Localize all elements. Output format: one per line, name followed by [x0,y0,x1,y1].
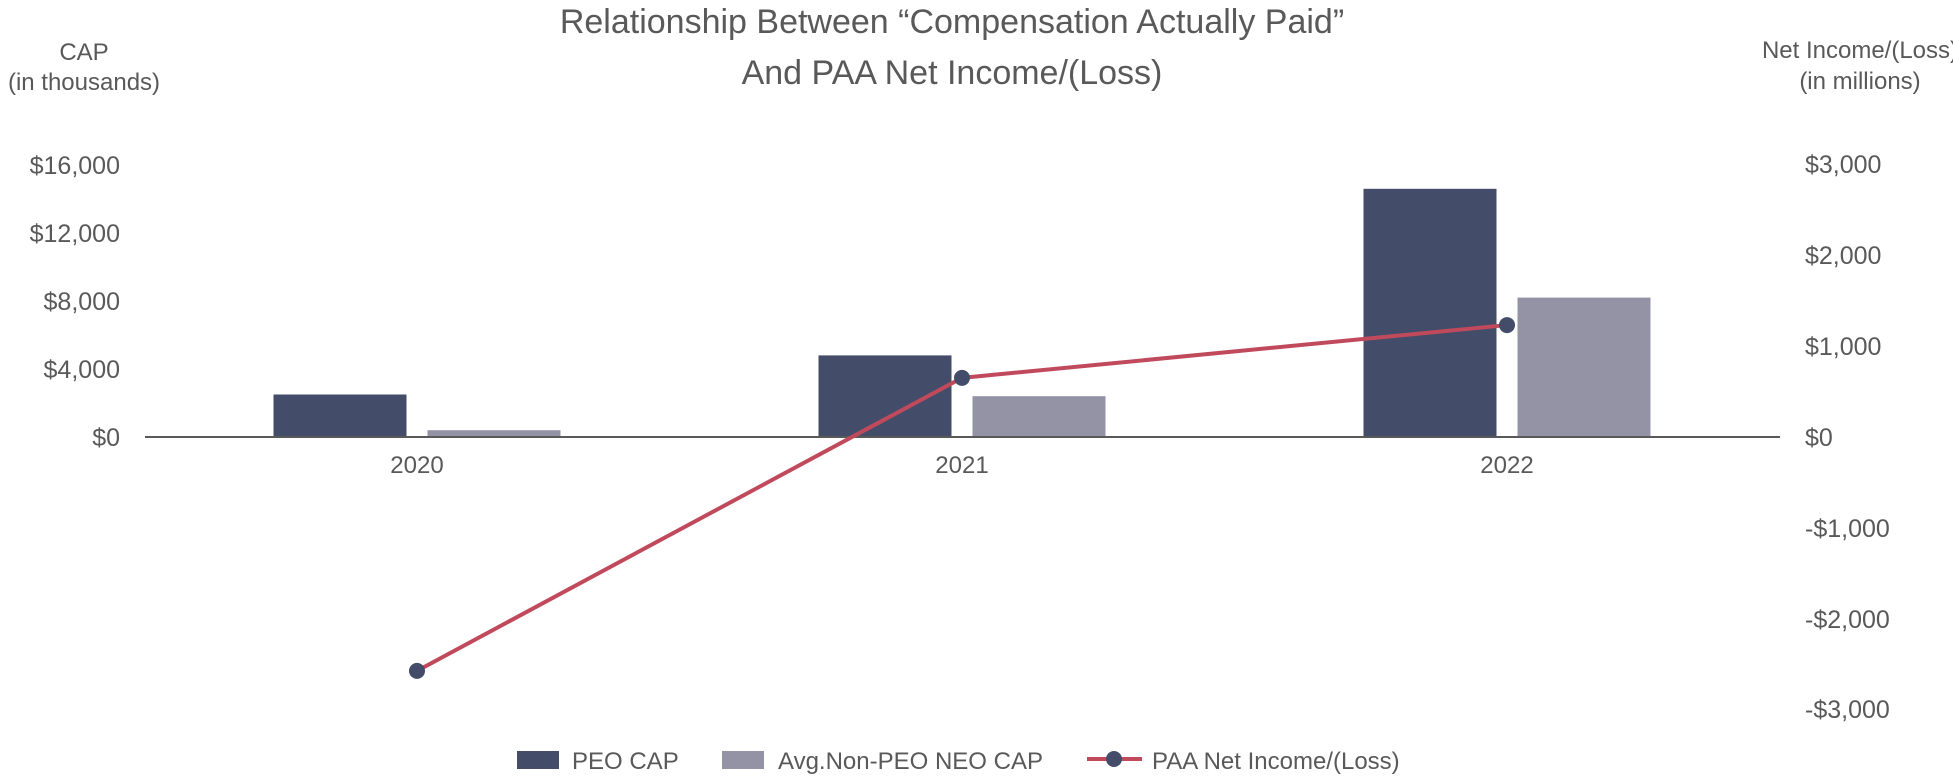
net-income-point-2020 [409,662,425,679]
y-right-tick: $3,000 [1805,151,1881,179]
y-left-tick: $4,000 [44,356,120,384]
y-left-tick: $16,000 [30,152,120,180]
y-left-axis-title-line2: (in thousands) [8,69,160,96]
y-right-tick: $2,000 [1805,242,1881,270]
bar-series [273,188,1651,437]
y-left-ticks: $16,000 $12,000 $8,000 $4,000 $0 [30,152,120,452]
peo-cap-bar-2022 [1363,188,1497,437]
x-axis-label-2021: 2021 [935,452,988,479]
y-right-axis-title-line2: (in millions) [1799,68,1920,95]
legend-label-peo-cap: PEO CAP [572,748,679,775]
legend-swatch-peo-cap [517,751,559,769]
y-left-axis-title-line1: CAP [59,39,108,66]
y-left-tick: $0 [92,424,120,452]
legend: PEO CAP Avg.Non-PEO NEO CAP PAA Net Inco… [517,748,1400,775]
y-right-axis-title-line1: Net Income/(Loss) [1762,37,1953,64]
y-right-tick: -$2,000 [1805,606,1890,634]
y-right-ticks: $3,000 $2,000 $1,000 $0 -$1,000 -$2,000 … [1805,151,1890,724]
legend-swatch-avg-non-peo-neo-cap [722,751,764,769]
y-right-tick: -$1,000 [1805,515,1890,543]
y-right-tick: $1,000 [1805,333,1881,361]
legend-label-net-income: PAA Net Income/(Loss) [1152,748,1400,775]
y-left-tick: $8,000 [44,288,120,316]
avg-non-peo-neo-cap-bar-2020 [427,430,561,437]
y-right-tick: -$3,000 [1805,696,1890,724]
x-axis-labels: 2020 2021 2022 [390,452,1533,479]
net-income-point-2021 [954,369,970,386]
net-income-line [409,317,1515,679]
chart-title-line2: And PAA Net Income/(Loss) [742,54,1163,92]
net-income-point-2022 [1499,317,1515,334]
x-axis-label-2022: 2022 [1480,452,1533,479]
y-left-tick: $12,000 [30,220,120,248]
peo-cap-bar-2020 [273,394,407,437]
legend-label-avg-non-peo-neo-cap: Avg.Non-PEO NEO CAP [778,748,1043,775]
legend-marker-net-income [1106,751,1122,767]
avg-non-peo-neo-cap-bar-2021 [972,396,1106,437]
x-axis-label-2020: 2020 [390,452,443,479]
y-right-tick: $0 [1805,424,1833,452]
avg-non-peo-neo-cap-bar-2022 [1517,297,1651,437]
chart-title-line1: Relationship Between “Compensation Actua… [560,3,1344,41]
